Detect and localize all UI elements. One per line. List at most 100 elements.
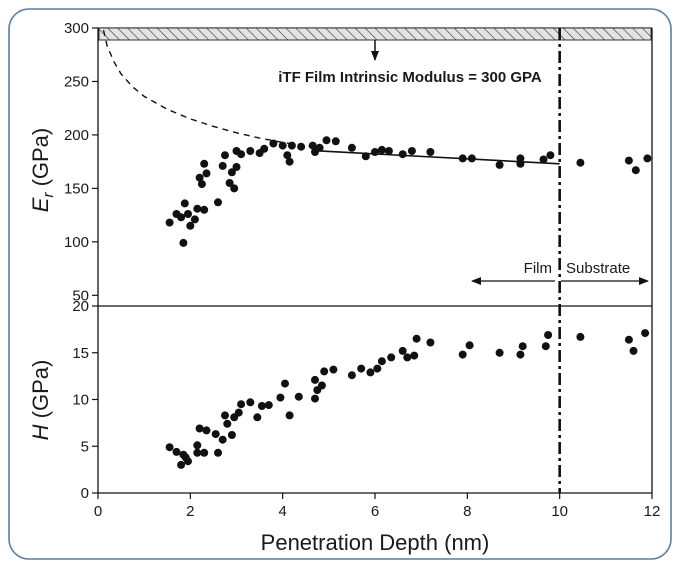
modulus-point (200, 205, 209, 214)
modulus-point (278, 141, 287, 150)
modulus-point (426, 148, 435, 156)
modulus-point (269, 139, 278, 148)
modulus-point (177, 213, 186, 222)
modulus-point (467, 154, 476, 163)
hardness-point (366, 368, 375, 377)
hardness-point (317, 381, 326, 390)
bottom-y-axis-title: H (GPa) (28, 360, 53, 441)
modulus-point (197, 180, 206, 189)
modulus-point (398, 150, 407, 159)
modulus-point (287, 141, 296, 150)
modulus-point (347, 143, 356, 152)
hardness-point (576, 332, 585, 341)
modulus-point (539, 155, 548, 164)
hardness-point (200, 448, 209, 457)
hardness-point (211, 430, 220, 439)
bottom-panel-y-ticks: 0 5 10 15 20 (72, 298, 98, 502)
bottom-y-tick-label: 20 (72, 298, 89, 315)
modulus-point (190, 215, 199, 224)
hardness-point (264, 401, 273, 410)
modulus-point (315, 143, 324, 152)
modulus-point (193, 204, 202, 213)
x-tick-label: 2 (186, 503, 194, 520)
bottom-y-tick-label: 10 (72, 392, 89, 409)
bottom-panel-points (165, 329, 650, 469)
hardness-point (223, 419, 232, 428)
hardness-point (329, 365, 338, 374)
modulus-point (260, 144, 269, 153)
hardness-point (377, 357, 386, 366)
modulus-point (458, 154, 467, 163)
bottom-y-axis-title-main: H (28, 424, 53, 440)
hardness-point (516, 350, 525, 359)
hardness-point (193, 441, 202, 450)
hardness-point (495, 348, 504, 357)
intrinsic-modulus-band (98, 27, 652, 41)
modulus-point (227, 168, 236, 177)
modulus-point (165, 218, 174, 227)
film-label: Film (524, 260, 552, 277)
modulus-point (285, 157, 294, 166)
hardness-point (294, 392, 303, 401)
hardness-point (234, 408, 243, 417)
modulus-point (361, 152, 370, 161)
x-tick-label: 0 (94, 503, 102, 520)
modulus-point (200, 159, 209, 168)
hardness-point (412, 334, 421, 343)
hardness-point (214, 448, 222, 457)
modulus-point (546, 151, 555, 160)
modulus-point (624, 156, 633, 165)
hardness-point (518, 342, 527, 351)
modulus-point (184, 210, 192, 218)
hardness-point (403, 353, 412, 362)
hardness-point (410, 351, 419, 360)
modulus-point (202, 169, 211, 178)
hardness-point (193, 448, 202, 457)
x-tick-label: 4 (278, 503, 286, 520)
top-y-axis-title-main: E (28, 197, 53, 212)
hardness-point (311, 375, 319, 384)
modulus-point (308, 141, 317, 150)
modulus-point (225, 179, 234, 187)
modulus-point (331, 137, 340, 146)
hardness-point (387, 353, 396, 362)
modulus-point (516, 154, 525, 163)
modulus-point (643, 154, 652, 163)
x-ticks: 0 2 4 6 8 10 12 (94, 493, 661, 520)
hardness-point (458, 350, 467, 359)
modulus-point (186, 221, 195, 230)
modulus-point (631, 166, 640, 175)
hardness-point (221, 411, 229, 420)
intrinsic-modulus-label: iTF Film Intrinsic Modulus = 300 GPA (278, 69, 542, 86)
modulus-point (218, 161, 227, 170)
modulus-point (407, 147, 416, 155)
top-y-tick-label: 200 (64, 127, 89, 144)
modulus-point (214, 198, 222, 207)
modulus-point (576, 158, 585, 167)
modulus-point (283, 151, 292, 160)
extrapolation-curve (102, 29, 320, 149)
modulus-point (195, 173, 204, 182)
bottom-y-axis-title-unit: (GPa) (28, 360, 53, 425)
hardness-point (311, 394, 319, 403)
hardness-point (465, 341, 474, 350)
x-tick-label: 12 (644, 503, 661, 520)
hardness-point (195, 424, 204, 433)
modulus-point (495, 160, 504, 169)
hardness-point (641, 329, 650, 338)
top-y-axis-title: Er (GPa) (28, 128, 57, 212)
top-y-tick-label: 150 (64, 180, 89, 197)
hardness-point (347, 371, 356, 380)
substrate-label: Substrate (566, 260, 630, 277)
modulus-point (384, 147, 393, 155)
figure-frame (8, 8, 672, 560)
hardness-point (544, 331, 553, 339)
modulus-point (322, 136, 331, 145)
top-y-tick-label: 100 (64, 234, 89, 251)
hardness-point (165, 443, 174, 452)
hardness-point (257, 402, 266, 410)
modulus-point (377, 145, 386, 154)
modulus-point (297, 142, 306, 151)
